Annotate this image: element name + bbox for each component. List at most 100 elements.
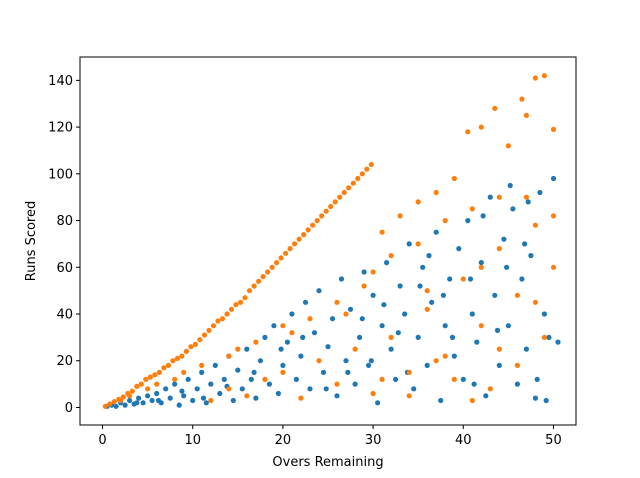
data-point: [357, 334, 363, 340]
data-point: [411, 386, 417, 392]
data-point: [451, 376, 457, 382]
data-point: [345, 369, 351, 375]
data-point: [251, 369, 257, 375]
data-point: [494, 327, 501, 333]
data-point: [183, 348, 189, 354]
data-point: [210, 323, 217, 329]
data-point: [352, 346, 358, 352]
data-point: [381, 302, 387, 308]
data-point: [433, 189, 439, 196]
data-point: [397, 213, 403, 219]
data-point: [420, 264, 426, 270]
data-point: [226, 353, 232, 359]
x-tick-label: 0: [98, 433, 106, 448]
data-point: [469, 397, 475, 404]
data-point: [165, 362, 171, 368]
data-point: [181, 393, 187, 399]
data-point: [359, 316, 365, 322]
data-point: [433, 358, 439, 364]
data-point: [532, 299, 539, 305]
data-point: [199, 369, 205, 375]
data-point: [212, 362, 218, 368]
data-point: [194, 386, 200, 392]
data-point: [284, 339, 290, 345]
data-point: [325, 344, 331, 350]
data-point: [514, 362, 521, 368]
data-point: [397, 283, 403, 289]
data-point: [118, 397, 124, 404]
data-point: [469, 311, 475, 317]
data-point: [442, 323, 448, 329]
data-point: [111, 399, 117, 405]
y-tick-label: 20: [56, 354, 73, 369]
data-point: [154, 381, 160, 387]
data-point: [289, 330, 295, 336]
data-point: [233, 302, 239, 308]
data-point: [320, 369, 327, 375]
data-point: [492, 292, 498, 298]
data-point: [314, 218, 320, 224]
data-point: [343, 358, 349, 364]
data-point: [350, 180, 356, 186]
data-point: [283, 250, 289, 256]
data-point: [537, 189, 543, 196]
data-point: [301, 232, 307, 238]
data-point: [343, 311, 349, 317]
data-point: [528, 253, 534, 259]
data-point: [347, 306, 354, 312]
data-point: [338, 276, 345, 282]
data-point: [293, 376, 299, 382]
data-point: [388, 253, 394, 259]
data-point: [424, 306, 430, 312]
data-point: [134, 400, 140, 406]
data-point: [546, 334, 552, 340]
data-point: [296, 236, 302, 242]
data-point: [174, 355, 180, 361]
data-point: [147, 374, 153, 380]
data-point: [107, 401, 113, 407]
data-point: [172, 376, 178, 382]
data-point: [219, 316, 226, 322]
data-point: [438, 397, 444, 404]
data-point: [361, 269, 367, 275]
data-point: [201, 332, 208, 338]
data-point: [287, 246, 293, 252]
data-point: [384, 260, 390, 266]
data-point: [260, 274, 266, 280]
data-point: [417, 283, 423, 289]
data-point: [379, 323, 385, 329]
data-point: [316, 288, 322, 294]
data-point: [217, 390, 223, 397]
data-point: [375, 400, 381, 406]
data-point: [228, 306, 235, 312]
data-point: [541, 334, 548, 340]
data-point: [152, 372, 158, 378]
data-point: [329, 316, 336, 322]
data-point: [323, 208, 329, 214]
data-point: [501, 236, 507, 242]
data-point: [478, 124, 484, 130]
data-point: [172, 381, 178, 387]
data-point: [271, 323, 277, 329]
y-axis-label: Runs Scored: [24, 201, 39, 282]
data-point: [492, 105, 498, 111]
data-point: [359, 171, 365, 177]
data-point: [251, 283, 257, 289]
data-point: [440, 292, 446, 298]
data-point: [424, 288, 430, 294]
y-tick-label: 140: [48, 74, 73, 89]
data-point: [289, 311, 295, 317]
x-tick-label: 40: [455, 433, 472, 448]
data-point: [550, 126, 557, 132]
data-point: [368, 161, 374, 168]
data-point: [129, 388, 135, 394]
data-point: [346, 185, 352, 191]
data-point: [555, 339, 561, 345]
data-point: [514, 292, 521, 298]
data-point: [514, 381, 521, 387]
data-point: [127, 397, 133, 404]
data-point: [257, 358, 263, 364]
data-point: [433, 229, 439, 235]
data-point: [370, 390, 376, 397]
data-point: [465, 218, 471, 224]
